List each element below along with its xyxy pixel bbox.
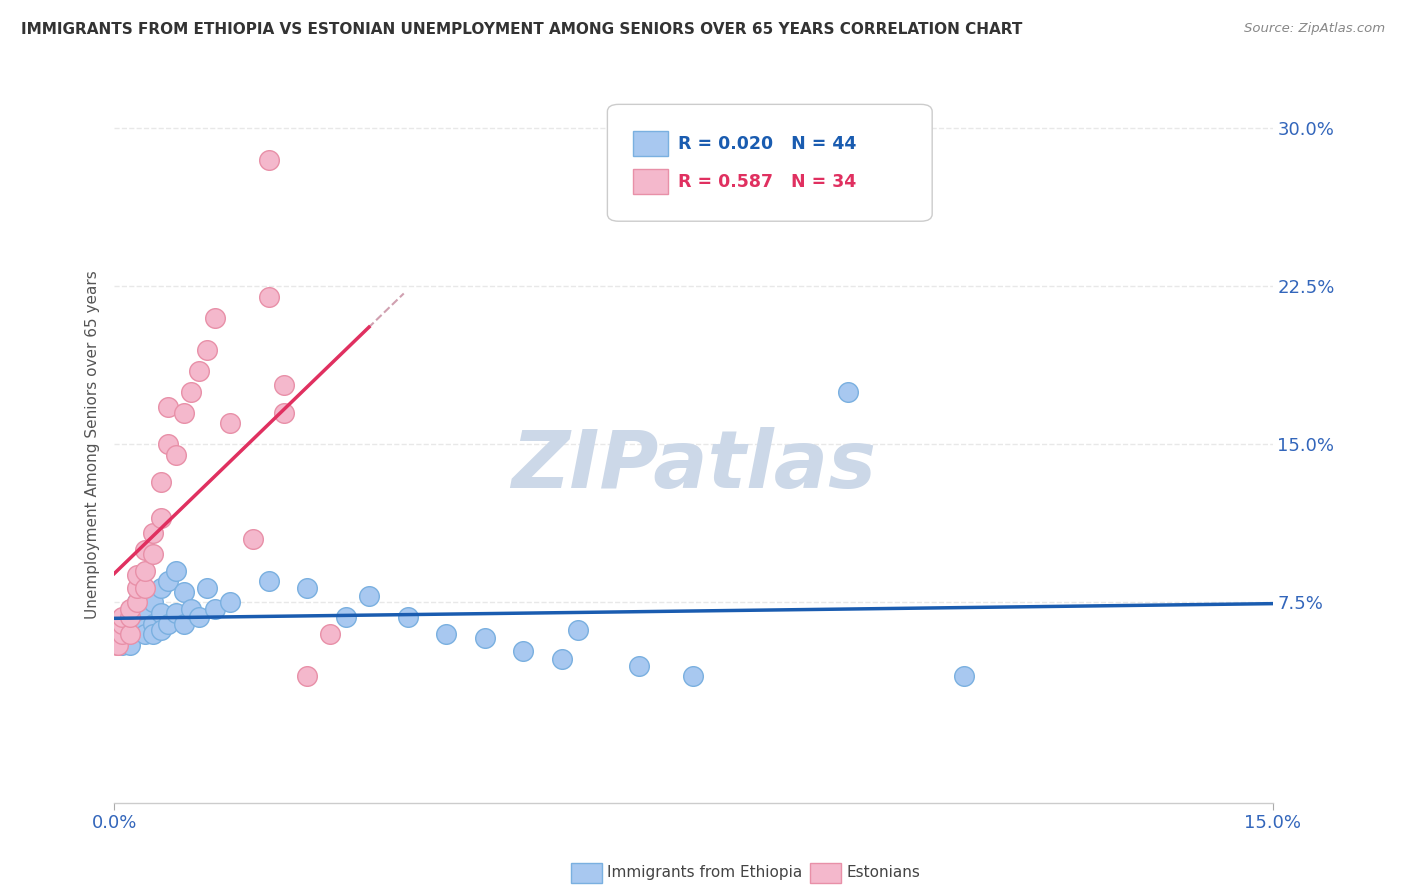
- Point: [173, 585, 195, 599]
- Point: [257, 153, 280, 167]
- Point: [188, 610, 211, 624]
- Point: [118, 601, 141, 615]
- Point: [134, 627, 156, 641]
- Point: [118, 627, 141, 641]
- Point: [242, 533, 264, 547]
- Point: [114, 627, 136, 641]
- Y-axis label: Unemployment Among Seniors over 65 years: Unemployment Among Seniors over 65 years: [86, 270, 100, 619]
- Point: [257, 290, 280, 304]
- Point: [127, 581, 149, 595]
- Point: [180, 384, 202, 399]
- Point: [118, 610, 141, 624]
- Point: [319, 627, 342, 641]
- Point: [157, 400, 180, 414]
- Point: [952, 669, 974, 683]
- Point: [157, 616, 180, 631]
- Point: [297, 581, 319, 595]
- Point: [219, 595, 242, 609]
- Point: [188, 364, 211, 378]
- Point: [142, 627, 165, 641]
- Point: [628, 658, 651, 673]
- Point: [142, 595, 165, 609]
- Point: [142, 616, 165, 631]
- Point: [111, 616, 134, 631]
- Point: [127, 595, 149, 609]
- Text: R = 0.587   N = 34: R = 0.587 N = 34: [678, 173, 856, 191]
- Text: Estonians: Estonians: [846, 865, 921, 880]
- Point: [837, 384, 859, 399]
- Point: [157, 437, 180, 451]
- Point: [134, 581, 156, 595]
- Point: [512, 644, 534, 658]
- Point: [118, 638, 141, 652]
- Point: [134, 564, 156, 578]
- Point: [127, 623, 149, 637]
- Point: [335, 610, 357, 624]
- Point: [107, 638, 129, 652]
- Point: [142, 547, 165, 561]
- Point: [111, 610, 134, 624]
- Point: [127, 568, 149, 582]
- Point: [142, 525, 165, 540]
- Point: [165, 564, 187, 578]
- Point: [195, 581, 218, 595]
- Point: [134, 606, 156, 620]
- Point: [474, 632, 496, 646]
- Point: [682, 669, 704, 683]
- Point: [297, 669, 319, 683]
- Point: [396, 610, 419, 624]
- Point: [149, 581, 172, 595]
- Text: Immigrants from Ethiopia: Immigrants from Ethiopia: [607, 865, 803, 880]
- Point: [111, 627, 134, 641]
- Point: [173, 406, 195, 420]
- Point: [127, 595, 149, 609]
- Text: R = 0.020   N = 44: R = 0.020 N = 44: [678, 135, 856, 153]
- Text: IMMIGRANTS FROM ETHIOPIA VS ESTONIAN UNEMPLOYMENT AMONG SENIORS OVER 65 YEARS CO: IMMIGRANTS FROM ETHIOPIA VS ESTONIAN UNE…: [21, 22, 1022, 37]
- Point: [551, 652, 574, 666]
- Point: [257, 574, 280, 589]
- Point: [149, 606, 172, 620]
- Point: [204, 601, 226, 615]
- Point: [273, 378, 295, 392]
- Point: [118, 616, 141, 631]
- Text: Source: ZipAtlas.com: Source: ZipAtlas.com: [1244, 22, 1385, 36]
- Point: [134, 621, 156, 635]
- Point: [195, 343, 218, 357]
- Point: [149, 511, 172, 525]
- Point: [165, 448, 187, 462]
- Point: [105, 638, 128, 652]
- Point: [165, 606, 187, 620]
- Point: [134, 542, 156, 557]
- Point: [149, 623, 172, 637]
- Point: [434, 627, 457, 641]
- Point: [180, 601, 202, 615]
- Point: [149, 475, 172, 490]
- Point: [173, 616, 195, 631]
- Point: [111, 638, 134, 652]
- Point: [357, 589, 380, 603]
- Point: [219, 417, 242, 431]
- Point: [127, 616, 149, 631]
- Point: [157, 574, 180, 589]
- Point: [107, 616, 129, 631]
- Point: [118, 632, 141, 646]
- Point: [273, 406, 295, 420]
- Point: [567, 623, 589, 637]
- Text: ZIPatlas: ZIPatlas: [510, 427, 876, 505]
- Point: [111, 627, 134, 641]
- Point: [204, 311, 226, 326]
